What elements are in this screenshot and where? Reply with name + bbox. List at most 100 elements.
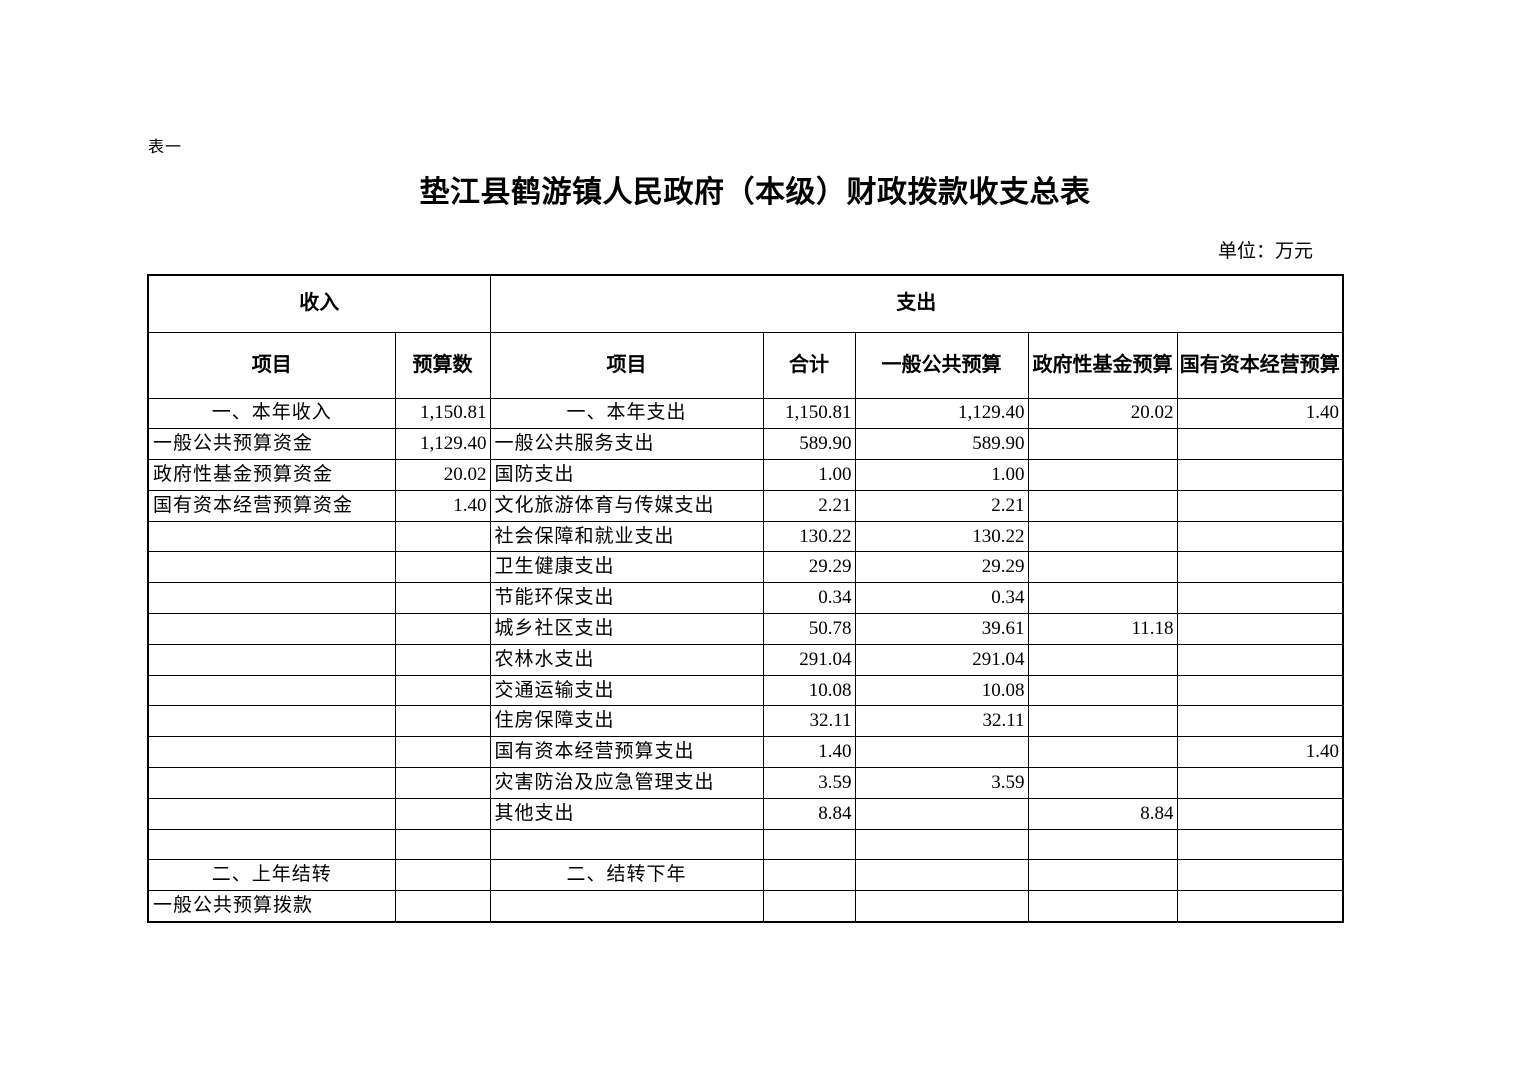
income-item-cell: 国有资本经营预算资金 xyxy=(147,489,396,522)
exp-item-cell: 节能环保支出 xyxy=(489,582,764,615)
income-item-cell xyxy=(147,613,396,645)
exp-govfund-cell xyxy=(1027,767,1178,799)
exp-item-cell: 城乡社区支出 xyxy=(489,613,764,645)
exp-total-cell: 29.29 xyxy=(762,551,856,584)
exp-general-cell xyxy=(854,797,1029,830)
exp-statecap-cell xyxy=(1176,767,1344,799)
table-row: 节能环保支出 0.34 0.34 xyxy=(147,582,1344,615)
income-item-cell xyxy=(147,828,396,861)
income-budget-cell xyxy=(394,859,491,892)
exp-total-cell: 589.90 xyxy=(762,428,856,461)
exp-govfund-cell xyxy=(1027,551,1178,584)
income-item-cell: 一般公共预算资金 xyxy=(147,428,396,461)
exp-general-cell xyxy=(854,859,1029,892)
income-budget-cell: 1,129.40 xyxy=(394,428,491,461)
exp-total-cell: 0.34 xyxy=(762,582,856,615)
exp-total-cell: 1.40 xyxy=(762,736,856,769)
income-budget-cell xyxy=(394,828,491,861)
income-item-cell: 一般公共预算拨款 xyxy=(147,890,396,923)
exp-item-cell: 一般公共服务支出 xyxy=(489,428,764,461)
exp-total-cell: 291.04 xyxy=(762,643,856,676)
income-budget-cell xyxy=(394,643,491,676)
exp-govfund-cell xyxy=(1027,428,1178,461)
table-row: 城乡社区支出 50.78 39.61 11.18 xyxy=(147,613,1344,645)
exp-item-cell: 灾害防治及应急管理支出 xyxy=(489,767,764,799)
exp-govfund-cell xyxy=(1027,736,1178,769)
exp-statecap-cell xyxy=(1176,582,1344,615)
income-budget-cell xyxy=(394,551,491,584)
exp-general-cell xyxy=(854,828,1029,861)
exp-statecap-cell xyxy=(1176,890,1344,923)
exp-statecap-cell xyxy=(1176,520,1344,553)
exp-govfund-cell: 11.18 xyxy=(1027,613,1178,645)
exp-item-cell: 其他支出 xyxy=(489,797,764,830)
exp-statecap-cell xyxy=(1176,705,1344,738)
exp-general-cell: 3.59 xyxy=(854,767,1029,799)
table-row: 政府性基金预算资金 20.02 国防支出 1.00 1.00 xyxy=(147,459,1344,491)
exp-total-cell: 130.22 xyxy=(762,520,856,553)
exp-general-cell: 589.90 xyxy=(854,428,1029,461)
exp-govfund-cell xyxy=(1027,489,1178,522)
income-budget-cell xyxy=(394,797,491,830)
exp-item-cell: 住房保障支出 xyxy=(489,705,764,738)
exp-govfund-cell xyxy=(1027,459,1178,491)
income-item-cell xyxy=(147,767,396,799)
col-header-income-budget: 预算数 xyxy=(394,331,491,399)
table-row: 卫生健康支出 29.29 29.29 xyxy=(147,551,1344,584)
exp-govfund-cell xyxy=(1027,890,1178,923)
exp-total-cell xyxy=(762,859,856,892)
table-row: 住房保障支出 32.11 32.11 xyxy=(147,705,1344,738)
income-budget-cell xyxy=(394,767,491,799)
exp-item-cell xyxy=(489,890,764,923)
income-item-cell: 二、上年结转 xyxy=(147,859,396,892)
exp-statecap-cell xyxy=(1176,613,1344,645)
exp-statecap-cell xyxy=(1176,797,1344,830)
exp-govfund-cell xyxy=(1027,582,1178,615)
table-row: 国有资本经营预算支出 1.40 1.40 xyxy=(147,736,1344,769)
exp-general-cell xyxy=(854,736,1029,769)
table-row: 一、本年收入 1,150.81 一、本年支出 1,150.81 1,129.40… xyxy=(147,397,1344,430)
exp-item-cell: 国有资本经营预算支出 xyxy=(489,736,764,769)
col-header-income-item: 项目 xyxy=(147,331,396,399)
exp-govfund-cell xyxy=(1027,859,1178,892)
expenditure-section-header: 支出 xyxy=(489,274,1344,333)
exp-general-cell: 1.00 xyxy=(854,459,1029,491)
exp-general-cell: 29.29 xyxy=(854,551,1029,584)
exp-statecap-cell xyxy=(1176,459,1344,491)
income-item-cell xyxy=(147,520,396,553)
col-header-exp-item: 项目 xyxy=(489,331,764,399)
exp-statecap-cell xyxy=(1176,828,1344,861)
page-title: 垫江县鹤游镇人民政府（本级）财政拨款收支总表 xyxy=(419,176,1091,209)
table-row: 一般公共预算资金 1,129.40 一般公共服务支出 589.90 589.90 xyxy=(147,428,1344,461)
exp-statecap-cell xyxy=(1176,859,1344,892)
income-budget-cell: 1.40 xyxy=(394,489,491,522)
exp-total-cell: 50.78 xyxy=(762,613,856,645)
exp-total-cell: 2.21 xyxy=(762,489,856,522)
exp-general-cell: 2.21 xyxy=(854,489,1029,522)
income-item-cell: 一、本年收入 xyxy=(147,397,396,430)
table-row: 交通运输支出 10.08 10.08 xyxy=(147,674,1344,707)
exp-statecap-cell xyxy=(1176,643,1344,676)
table-row: 一般公共预算拨款 xyxy=(147,890,1344,923)
exp-total-cell: 10.08 xyxy=(762,674,856,707)
income-item-cell xyxy=(147,705,396,738)
summary-table: 收入 支出 项目 预算数 项目 合计 一般公共预算 政府性基金预算 国有资本经营… xyxy=(147,274,1345,923)
unit-note: 单位：万元 xyxy=(1217,241,1313,262)
exp-item-cell: 卫生健康支出 xyxy=(489,551,764,584)
income-budget-cell xyxy=(394,520,491,553)
income-budget-cell xyxy=(394,674,491,707)
section-header-row: 收入 支出 xyxy=(147,274,1344,333)
exp-total-cell: 1,150.81 xyxy=(762,397,856,430)
table-row: 其他支出 8.84 8.84 xyxy=(147,797,1344,830)
exp-general-cell: 1,129.40 xyxy=(854,397,1029,430)
exp-statecap-cell xyxy=(1176,428,1344,461)
exp-govfund-cell xyxy=(1027,674,1178,707)
exp-item-cell: 交通运输支出 xyxy=(489,674,764,707)
exp-general-cell xyxy=(854,890,1029,923)
col-header-exp-general: 一般公共预算 xyxy=(854,331,1029,399)
income-item-cell xyxy=(147,551,396,584)
exp-item-cell: 二、结转下年 xyxy=(489,859,764,892)
exp-govfund-cell xyxy=(1027,520,1178,553)
income-item-cell xyxy=(147,674,396,707)
